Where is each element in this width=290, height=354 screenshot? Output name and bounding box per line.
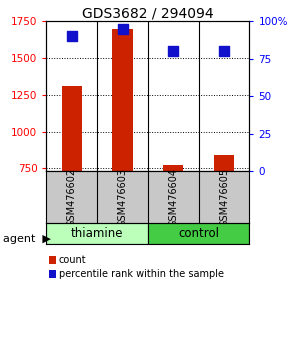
Text: GSM476602: GSM476602 [67,167,77,227]
Text: GSM476604: GSM476604 [168,167,178,227]
Text: control: control [178,227,219,240]
Point [120,26,125,32]
Text: GSM476603: GSM476603 [117,167,128,227]
Text: GSM476605: GSM476605 [219,167,229,227]
Point [171,48,176,54]
Bar [62,86,82,171]
Text: percentile rank within the sample: percentile rank within the sample [59,269,224,279]
Title: GDS3682 / 294094: GDS3682 / 294094 [82,6,214,20]
Bar [214,155,234,171]
Text: thiamine: thiamine [71,227,124,240]
Bar [148,223,249,244]
Bar [163,165,184,171]
Point [222,48,226,54]
Text: count: count [59,255,86,265]
Bar [113,29,133,171]
Bar [46,223,148,244]
Text: agent  ▶: agent ▶ [3,234,51,244]
Point [70,33,74,39]
